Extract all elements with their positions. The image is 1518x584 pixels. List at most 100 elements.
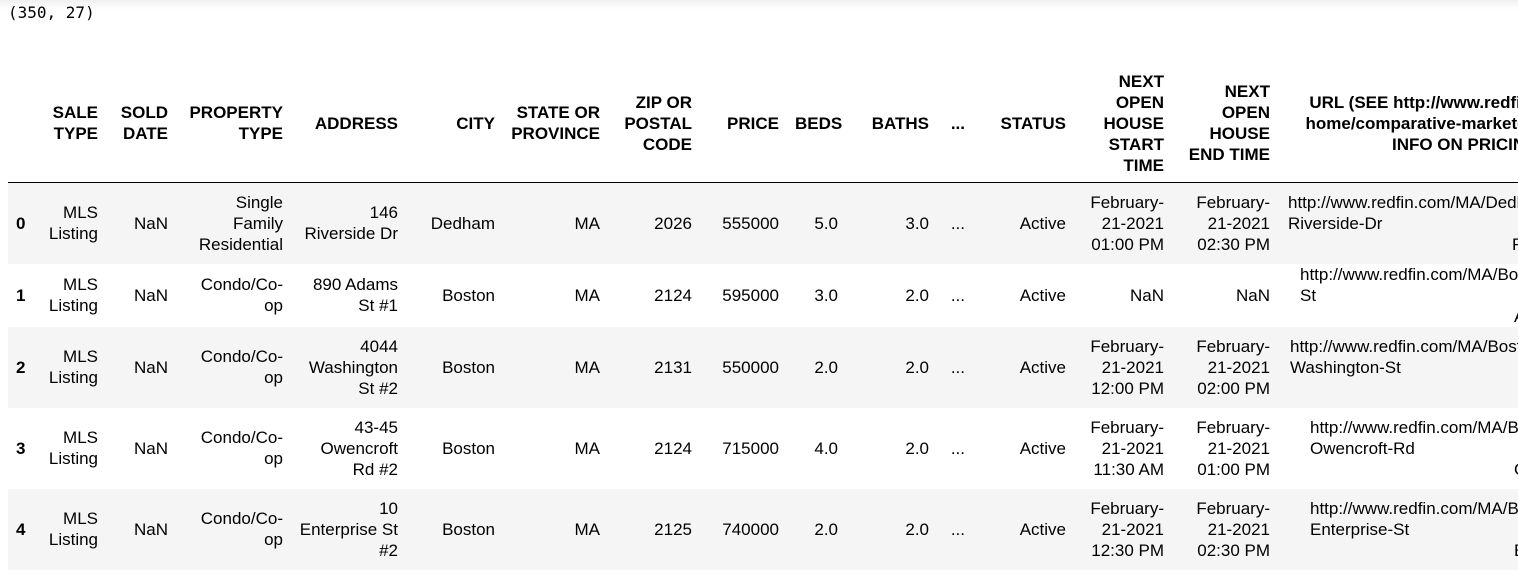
output-top-shadow (0, 0, 1518, 10)
column-header-state: STATE OR PROVINCE (503, 64, 608, 183)
table-row: 4 MLS Listing NaN Condo/Co-op 10 Enterpr… (8, 488, 1518, 570)
cell-price: 740000 (722, 519, 779, 539)
cell-sold-date: NaN (133, 438, 168, 458)
cell-sold-date: NaN (133, 285, 168, 305)
column-header-baths: BATHS (846, 64, 937, 183)
cell-sale-type: MLS Listing (48, 347, 98, 387)
cell-baths: 2.0 (905, 438, 929, 458)
cell-url-line1: http://www.redfin.com/MA/Boston/10-Enter… (1310, 498, 1518, 539)
column-header-open-house-end: NEXT OPEN HOUSE END TIME (1172, 64, 1278, 183)
cell-ellipsis: ... (950, 285, 965, 305)
column-header-property-type: PROPERTY TYPE (176, 64, 291, 183)
cell-sale-type: MLS Listing (48, 428, 98, 468)
cell-state: MA (574, 213, 601, 233)
cell-beds: 5.0 (814, 213, 838, 233)
cell-url-line2: Riv (1288, 234, 1518, 255)
cell-zip: 2124 (654, 438, 692, 458)
cell-sale-type: MLS Listing (48, 203, 98, 244)
cell-state: MA (574, 519, 601, 539)
cell-open-house-start: February-21-2021 12:30 PM (1090, 498, 1164, 560)
cell-zip: 2124 (654, 285, 692, 305)
table-row: 0 MLS Listing NaN Single Family Resident… (8, 182, 1518, 264)
cell-open-house-end: February-21-2021 02:30 PM (1196, 192, 1270, 254)
cell-baths: 2.0 (905, 285, 929, 305)
cell-city: Boston (442, 438, 495, 458)
column-header-price: PRICE (700, 64, 787, 183)
cell-baths: 2.0 (905, 357, 929, 377)
cell-property-type: Condo/Co-op (200, 347, 283, 387)
cell-address: 43-45 Owencroft Rd #2 (320, 417, 398, 479)
cell-city: Boston (442, 285, 495, 305)
cell-open-house-start: February-21-2021 12:00 PM (1090, 336, 1164, 398)
cell-url-line1: http://www.redfin.com/MA/Boston/43-45-Ow… (1310, 417, 1518, 458)
cell-url-line2: Ente (1310, 540, 1518, 561)
cell-price: 595000 (722, 285, 779, 305)
row-index: 0 (16, 213, 26, 233)
cell-price: 555000 (722, 213, 779, 233)
cell-url-line1: http://www.redfin.com/MA/Boston/890-Adam… (1300, 264, 1518, 305)
cell-url: http://www.redfin.com/MA/Boston/43-45-Ow… (1278, 408, 1518, 489)
cell-open-house-end: NaN (1235, 285, 1270, 305)
table-row: 1 MLS Listing NaN Condo/Co-op 890 Adams … (8, 263, 1518, 327)
column-header-zip: ZIP OR POSTAL CODE (608, 64, 700, 183)
cell-status: Active (1019, 519, 1066, 539)
cell-sold-date: NaN (133, 213, 168, 233)
column-header-beds: BEDS (787, 64, 846, 183)
cell-url: http://www.redfin.com/MA/Boston/10-Enter… (1278, 489, 1518, 570)
column-header-status: STATUS (973, 64, 1074, 183)
cell-open-house-start: February-21-2021 01:00 PM (1090, 192, 1164, 254)
cell-zip: 2125 (654, 519, 692, 539)
row-index: 1 (16, 285, 26, 305)
table-row: 3 MLS Listing NaN Condo/Co-op 43-45 Owen… (8, 407, 1518, 489)
cell-price: 550000 (722, 357, 779, 377)
cell-property-type: Condo/Co-op (200, 428, 283, 468)
cell-open-house-start: NaN (1129, 285, 1164, 305)
cell-state: MA (574, 357, 601, 377)
cell-url: http://www.redfin.com/MA/Dedham/146-Rive… (1278, 183, 1518, 264)
cell-url: http://www.redfin.com/MA/Boston/890-Adam… (1278, 264, 1518, 327)
cell-open-house-end: February-21-2021 01:00 PM (1196, 417, 1270, 479)
cell-city: Dedham (430, 213, 495, 233)
cell-beds: 4.0 (814, 438, 838, 458)
cell-beds: 2.0 (814, 357, 838, 377)
cell-baths: 3.0 (905, 213, 929, 233)
cell-city: Boston (442, 519, 495, 539)
cell-url-line2: Adar (1300, 306, 1518, 327)
cell-open-house-start: February-21-2021 11:30 AM (1090, 417, 1164, 479)
cell-sold-date: NaN (133, 357, 168, 377)
cell-address: 890 Adams St #1 (312, 275, 398, 315)
cell-url-line1: http://www.redfin.com/MA/Dedham/146-Rive… (1288, 192, 1518, 233)
cell-state: MA (574, 285, 601, 305)
cell-ellipsis: ... (950, 519, 965, 539)
column-header-open-house-start: NEXT OPEN HOUSE START TIME (1074, 64, 1172, 183)
table-row: 2 MLS Listing NaN Condo/Co-op 4044 Washi… (8, 326, 1518, 408)
cell-open-house-end: February-21-2021 02:00 PM (1196, 336, 1270, 398)
cell-address: 4044 Washington St #2 (308, 336, 398, 398)
cell-property-type: Condo/Co-op (200, 275, 283, 315)
cell-sold-date: NaN (133, 519, 168, 539)
dataframe-scroll-container[interactable]: SALE TYPE SOLD DATE PROPERTY TYPE ADDRES… (8, 64, 1518, 584)
cell-ellipsis: ... (950, 357, 965, 377)
row-index: 3 (16, 438, 26, 458)
cell-property-type: Condo/Co-op (200, 509, 283, 549)
dataframe-table: SALE TYPE SOLD DATE PROPERTY TYPE ADDRES… (8, 64, 1518, 570)
cell-property-type: Single Family Residential (198, 192, 283, 254)
column-header-url: URL (SEE http://www.redfin.com/buy-a-hom… (1278, 64, 1518, 183)
cell-ellipsis: ... (950, 213, 965, 233)
cell-city: Boston (442, 357, 495, 377)
cell-url-line2: Ower (1310, 459, 1518, 480)
cell-zip: 2026 (654, 213, 692, 233)
row-index: 4 (16, 519, 26, 539)
cell-url-line2: Wa (1290, 378, 1518, 399)
column-header-sale-type: SALE TYPE (36, 64, 106, 183)
cell-open-house-end: February-21-2021 02:30 PM (1196, 498, 1270, 560)
cell-ellipsis: ... (950, 438, 965, 458)
dataframe-shape-text: (350, 27) (8, 3, 95, 22)
cell-beds: 3.0 (814, 285, 838, 305)
cell-sale-type: MLS Listing (48, 275, 98, 315)
row-index: 2 (16, 357, 26, 377)
cell-price: 715000 (722, 438, 779, 458)
cell-zip: 2131 (654, 357, 692, 377)
column-header-address: ADDRESS (291, 64, 406, 183)
